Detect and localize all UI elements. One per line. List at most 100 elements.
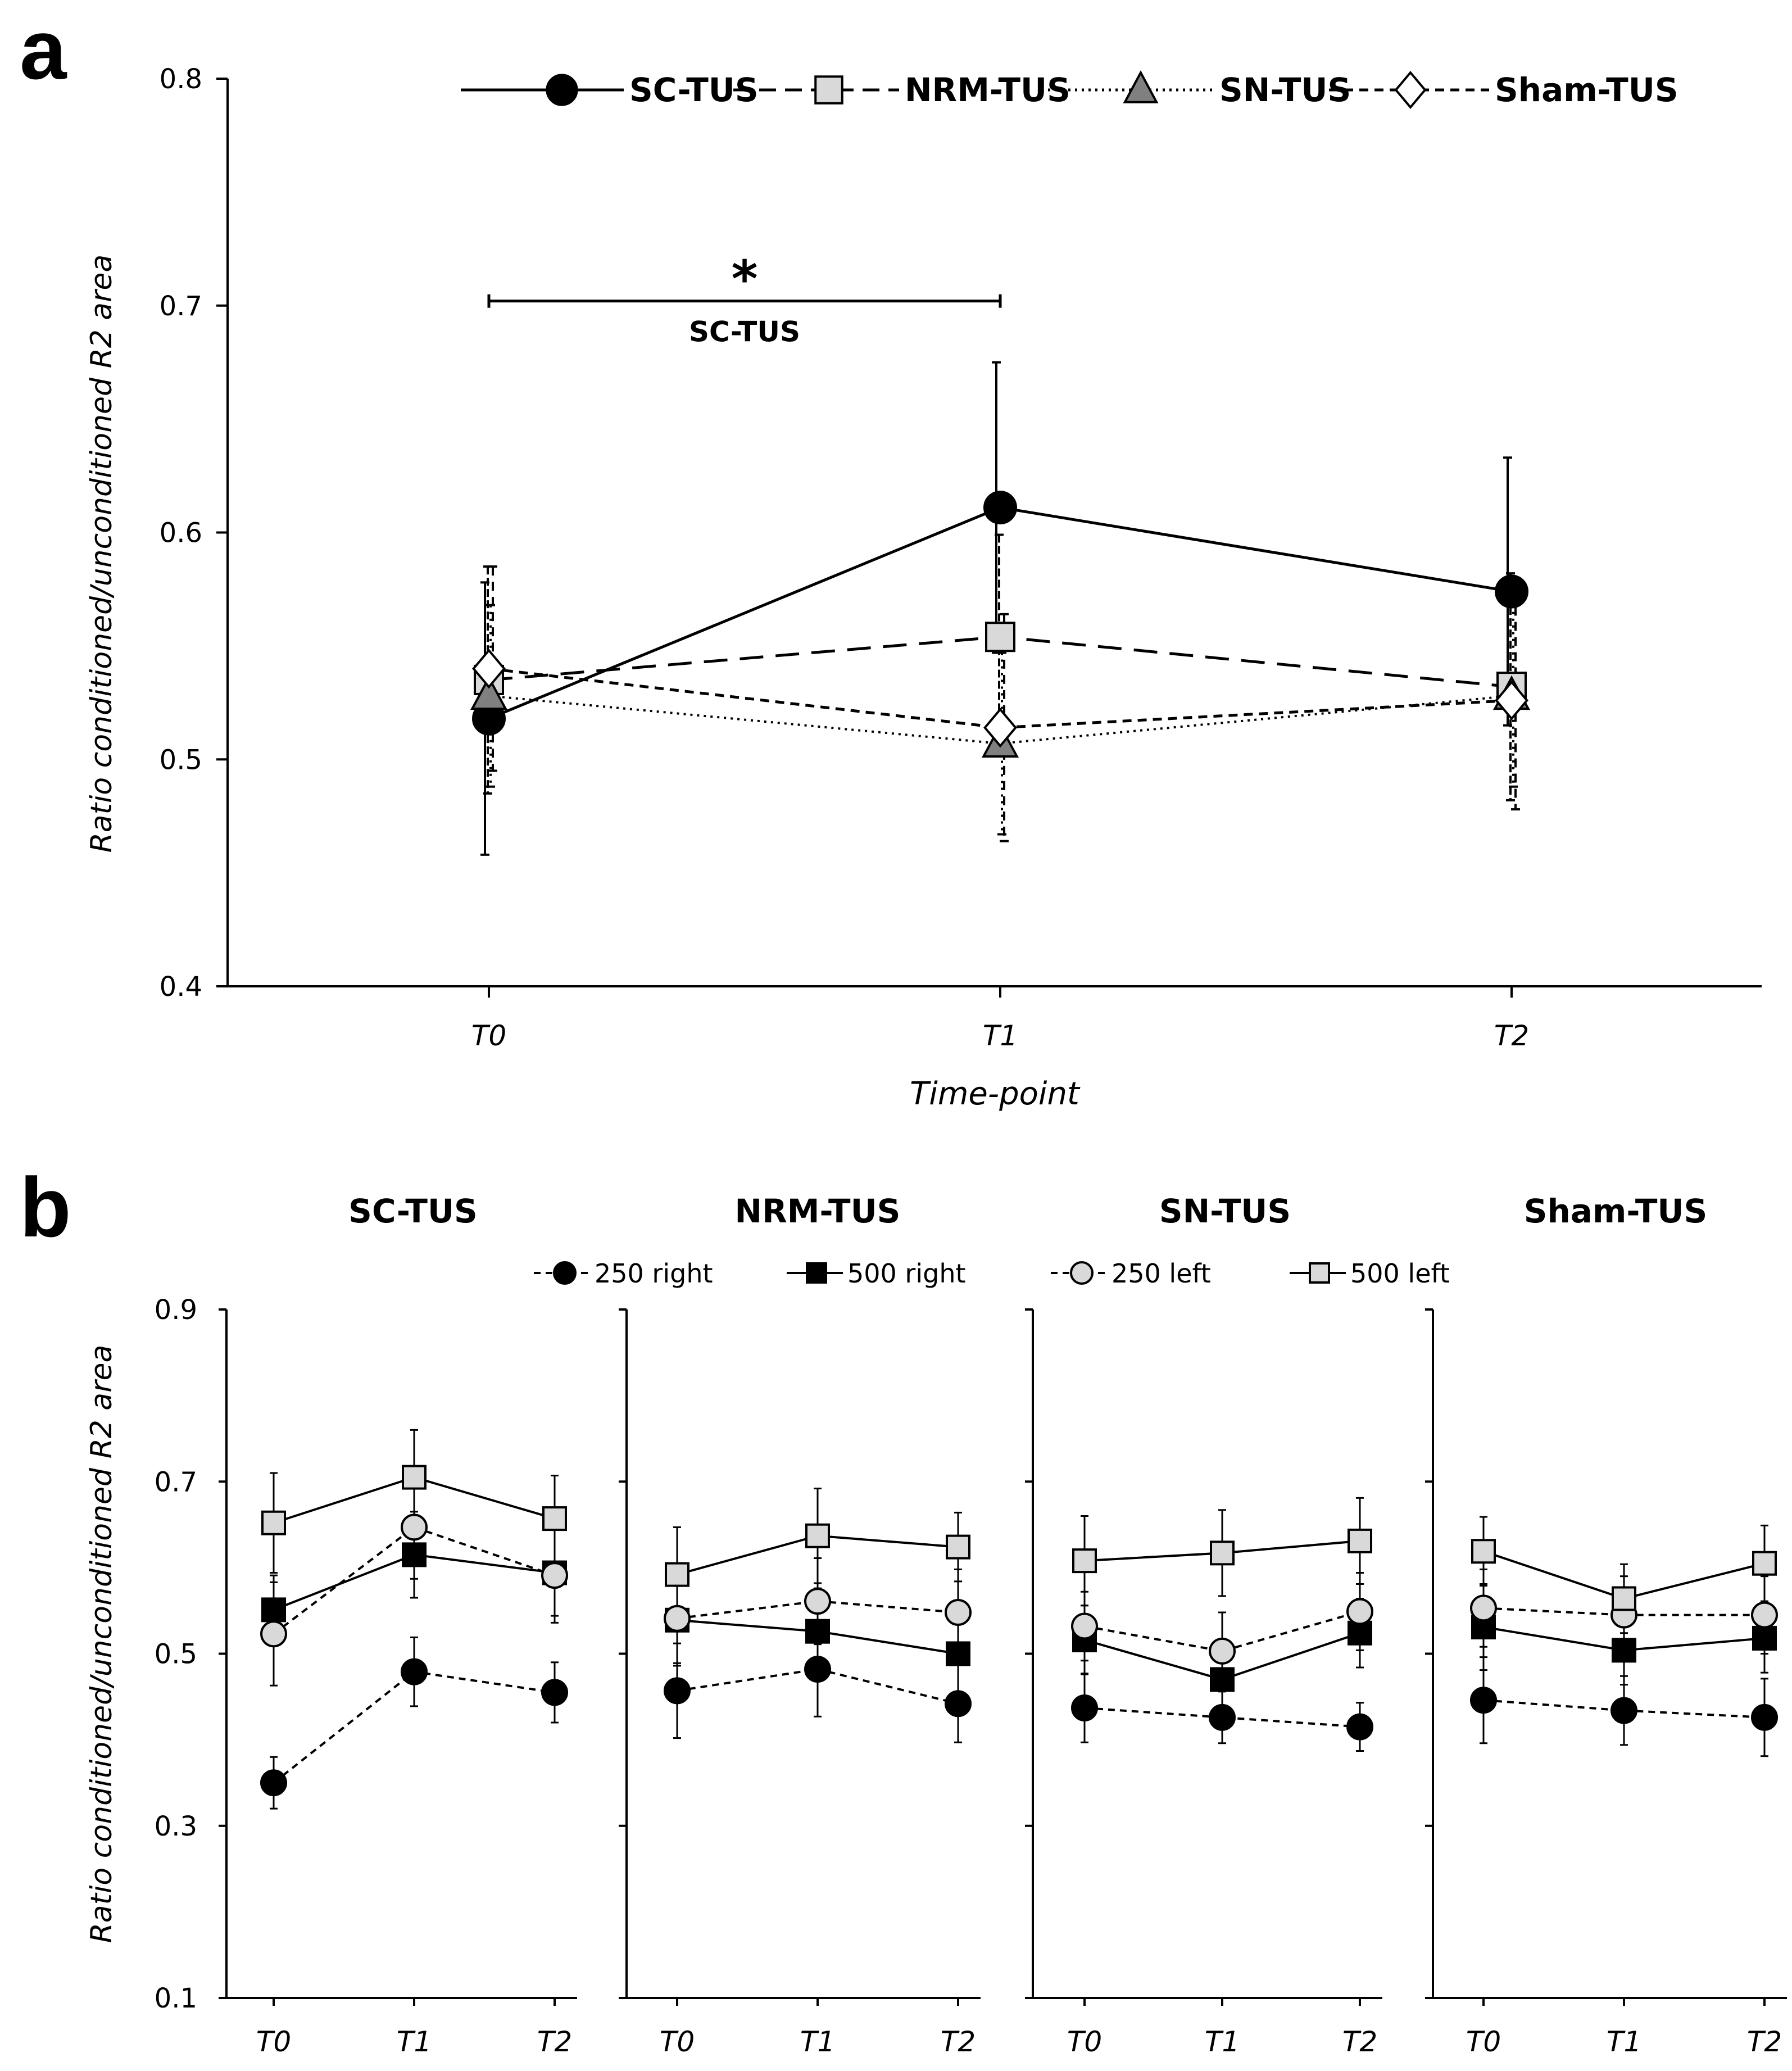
nrm-tus-250-right-data-point	[804, 1656, 831, 1683]
sc-tus-500-right-data-point	[261, 1597, 286, 1623]
panel-a-y-tick-label: 0.6	[160, 518, 202, 549]
sc-tus-500-left-data-point	[261, 1510, 286, 1535]
nrm-tus-500-right-data-point	[946, 1641, 970, 1666]
nrm-tus-data-point	[985, 622, 1015, 652]
nrm-tus-250-left-data-point	[945, 1599, 972, 1626]
nrm-tus-250-right-data-point	[664, 1677, 691, 1705]
sham-tus-x-tick-label: T2	[1747, 2025, 1782, 2058]
nrm-tus-250-right-data-point	[945, 1690, 972, 1717]
sc-tus-data-point	[983, 491, 1017, 525]
sn-tus-500-left-data-point	[1210, 1540, 1235, 1566]
panel-a-chart: Ratio conditioned/unconditioned R2 area …	[85, 64, 1762, 1112]
legend-250-left-marker	[1070, 1261, 1094, 1285]
sham-tus-250-right-data-point	[1470, 1687, 1497, 1714]
panel-b-y-tick-label: 0.9	[155, 1294, 197, 1326]
sc-tus-250-right-data-point	[401, 1658, 428, 1685]
sc-tus-subplot-title: SC-TUS	[348, 1192, 478, 1230]
sn-tus-250-right-data-point	[1071, 1694, 1098, 1721]
legend-nrm-tus-marker	[814, 75, 843, 105]
sham-tus-subplot-title: Sham-TUS	[1524, 1192, 1708, 1230]
sc-tus-250-left-data-point	[541, 1562, 568, 1589]
panel-b-y-tick-label: 0.7	[155, 1466, 197, 1498]
sham-tus-500-right-data-point	[1752, 1625, 1777, 1651]
legend-250-left-label: 250 left	[1112, 1258, 1211, 1289]
panel-a-x-tick-label: T2	[1494, 1019, 1529, 1052]
sn-tus-250-right-data-point	[1346, 1713, 1373, 1741]
nrm-tus-250-left-data-point	[664, 1605, 691, 1632]
sc-tus-x-tick-label: T2	[537, 2025, 572, 2058]
sham-tus-500-left-data-point	[1612, 1586, 1636, 1611]
panel-a-x-axis-label: Time-point	[910, 1076, 1081, 1112]
sham-tus-250-left-data-point	[1470, 1594, 1497, 1622]
sn-tus-500-right-data-point	[1210, 1667, 1235, 1692]
sham-tus-series-line	[488, 667, 1512, 729]
sc-tus-500-left-data-point	[402, 1465, 427, 1490]
nrm-tus-subplot-title: NRM-TUS	[735, 1192, 901, 1230]
sn-tus-500-left-data-point	[1348, 1528, 1372, 1553]
panel-a-x-tick-label: T1	[983, 1019, 1018, 1052]
sn-tus-250-left-data-point	[1209, 1637, 1236, 1665]
sham-tus-250-left-data-point	[1751, 1601, 1778, 1629]
nrm-tus-500-left-data-point	[946, 1534, 970, 1560]
sham-tus-data-point	[983, 708, 1017, 748]
panel-a-y-tick-label: 0.8	[160, 64, 202, 95]
sn-tus-500-right-data-point	[1348, 1620, 1372, 1646]
sc-tus-250-left-series-line	[273, 1526, 555, 1635]
sn-tus-x-tick-label: T2	[1342, 2025, 1377, 2058]
legend-sham-tus-marker	[1394, 71, 1427, 109]
sham-tus-500-right-data-point	[1612, 1638, 1636, 1663]
sham-tus-data-point	[472, 649, 506, 689]
panel-a-y-tick-label: 0.5	[160, 744, 202, 776]
panel-b-y-tick-label: 0.5	[155, 1639, 197, 1670]
sc-tus-250-right-data-point	[541, 1679, 568, 1706]
sc-tus-250-left-data-point	[260, 1620, 287, 1648]
sn-tus-x-tick-label: T0	[1067, 2025, 1102, 2058]
legend-sn-tus-marker	[1123, 70, 1159, 103]
sn-tus-x-tick-label: T1	[1205, 2025, 1240, 2058]
sn-tus-500-left-data-point	[1072, 1548, 1097, 1574]
sc-tus-x-tick-label: T0	[256, 2025, 291, 2058]
sham-tus-data-point	[1495, 680, 1528, 720]
panel-a-x-tick-label: T0	[471, 1019, 506, 1052]
sn-tus-250-left-data-point	[1071, 1612, 1098, 1640]
sham-tus-500-left-data-point	[1471, 1539, 1496, 1564]
legend-500-right-label: 500 right	[847, 1258, 966, 1289]
sc-tus-500-left-data-point	[542, 1506, 567, 1531]
sham-tus-250-right-data-point	[1610, 1697, 1637, 1724]
sc-tus-x-tick-label: T1	[397, 2025, 432, 2058]
legend-sham-tus-label: Sham-TUS	[1495, 71, 1678, 109]
sham-tus-x-tick-label: T0	[1466, 2025, 1501, 2058]
sn-tus-250-right-series-line	[1084, 1706, 1360, 1728]
sn-tus-250-right-data-point	[1209, 1703, 1236, 1731]
sc-tus-data-point	[1495, 574, 1528, 609]
panel-a-y-axis-label: Ratio conditioned/unconditioned R2 area	[85, 255, 119, 853]
sn-tus-subplot-title: SN-TUS	[1159, 1192, 1291, 1230]
sn-tus-data-point	[470, 675, 508, 710]
significance-asterisk: *	[731, 250, 757, 309]
panel-b-chart: Ratio conditioned/unconditioned R2 area …	[85, 1192, 1787, 2058]
nrm-tus-500-right-data-point	[805, 1619, 830, 1644]
nrm-tus-x-tick-label: T0	[660, 2025, 695, 2058]
panel-a-letter: a	[20, 2, 67, 97]
sc-tus-250-left-data-point	[401, 1513, 428, 1541]
sn-tus-250-left-data-point	[1346, 1598, 1373, 1625]
panel-b-y-tick-label: 0.1	[155, 1983, 197, 2014]
panel-b-letter: b	[20, 1160, 71, 1254]
legend-250-right-marker	[553, 1261, 577, 1285]
legend-500-right-marker	[806, 1262, 827, 1284]
nrm-tus-500-left-data-point	[665, 1562, 689, 1587]
nrm-tus-500-left-data-point	[805, 1523, 830, 1548]
sham-tus-500-left-data-point	[1752, 1551, 1777, 1576]
legend-nrm-tus-label: NRM-TUS	[905, 71, 1070, 109]
significance-label: SC-TUS	[689, 316, 800, 348]
sc-tus-250-right-data-point	[260, 1769, 287, 1797]
panel-a-y-tick-label: 0.7	[160, 291, 202, 322]
panel-a-y-tick-label: 0.4	[160, 971, 202, 1003]
panel-b-y-tick-label: 0.3	[155, 1811, 197, 1842]
legend-250-right-label: 250 right	[595, 1258, 713, 1289]
sham-tus-x-tick-label: T1	[1607, 2025, 1641, 2058]
nrm-tus-x-tick-label: T2	[941, 2025, 976, 2058]
panel-b-y-axis-label: Ratio conditioned/unconditioned R2 area	[85, 1345, 119, 1943]
